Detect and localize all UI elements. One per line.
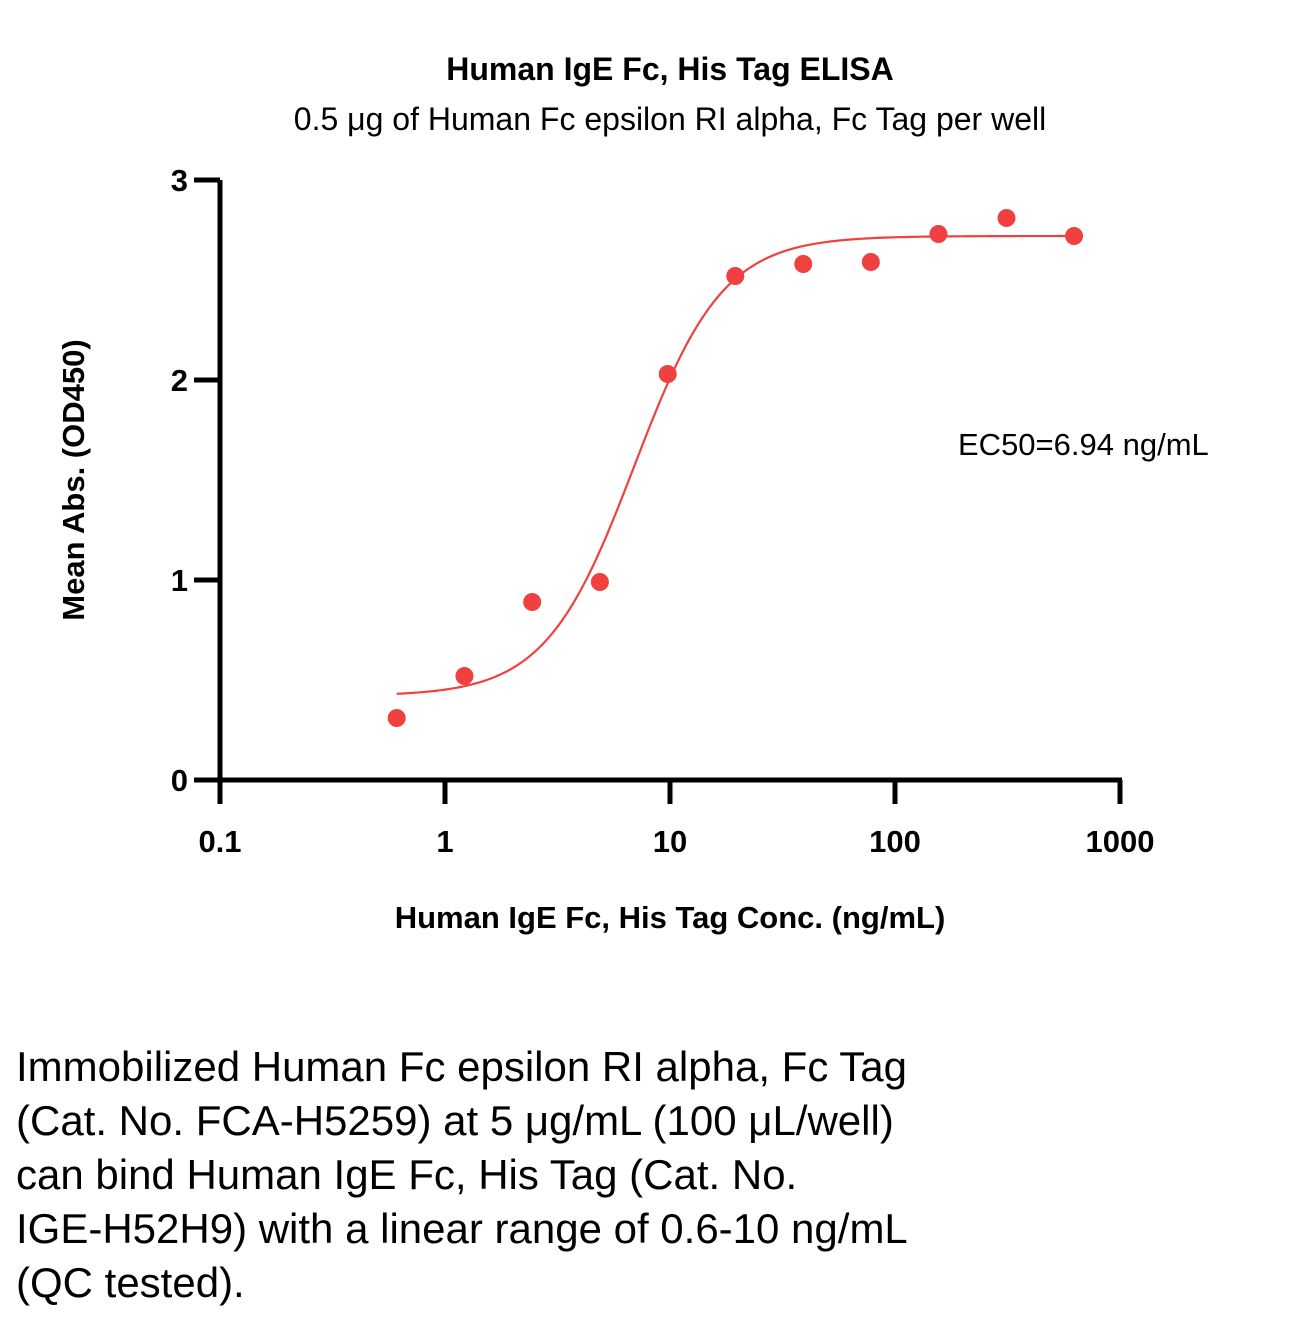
caption-line: can bind Human IgE Fc, His Tag (Cat. No. [16,1151,798,1198]
data-point [726,267,745,285]
ec50-annotation: EC50=6.94 ng/mL [958,427,1209,462]
data-point [861,253,880,271]
chart-title: Human IgE Fc, His Tag ELISA [446,51,893,87]
fit-curve [396,234,1075,695]
chart-subtitle: 0.5 μg of Human Fc epsilon RI alpha, Fc … [294,101,1046,137]
data-point [997,209,1016,227]
elisa-chart: Human IgE Fc, His Tag ELISA 0.5 μg of Hu… [56,51,1209,935]
caption-line: (Cat. No. FCA-H5259) at 5 μg/mL (100 μL/… [16,1097,894,1144]
caption-line: Immobilized Human Fc epsilon RI alpha, F… [16,1043,907,1090]
y-tick-label: 1 [171,563,188,598]
data-point [658,365,677,383]
data-point [794,255,813,273]
data-point [523,593,542,611]
x-tick-label: 1 [436,824,453,859]
x-axis-ticks: 0.1 1 10 100 1000 [198,780,1154,859]
data-point [387,709,406,727]
figure-caption: Immobilized Human Fc epsilon RI alpha, F… [16,1040,1266,1310]
y-axis-ticks: 0 1 2 3 [171,163,220,798]
x-tick-label: 1000 [1086,824,1155,859]
caption-line: IGE-H52H9) with a linear range of 0.6-10… [16,1205,908,1252]
y-axis-label: Mean Abs. (OD450) [56,339,91,620]
caption-line: (QC tested). [16,1259,245,1306]
data-point [1065,227,1084,245]
axes [217,180,1122,783]
x-axis-label: Human IgE Fc, His Tag Conc. (ng/mL) [395,900,946,935]
y-tick-label: 0 [171,763,188,798]
data-points [387,209,1084,727]
data-point [590,573,609,591]
data-point [929,225,948,243]
y-tick-label: 2 [171,363,188,398]
x-tick-label: 10 [653,824,687,859]
x-tick-label: 100 [869,824,921,859]
y-tick-label: 3 [171,163,188,198]
x-tick-label: 0.1 [198,824,241,859]
data-point [455,667,474,685]
